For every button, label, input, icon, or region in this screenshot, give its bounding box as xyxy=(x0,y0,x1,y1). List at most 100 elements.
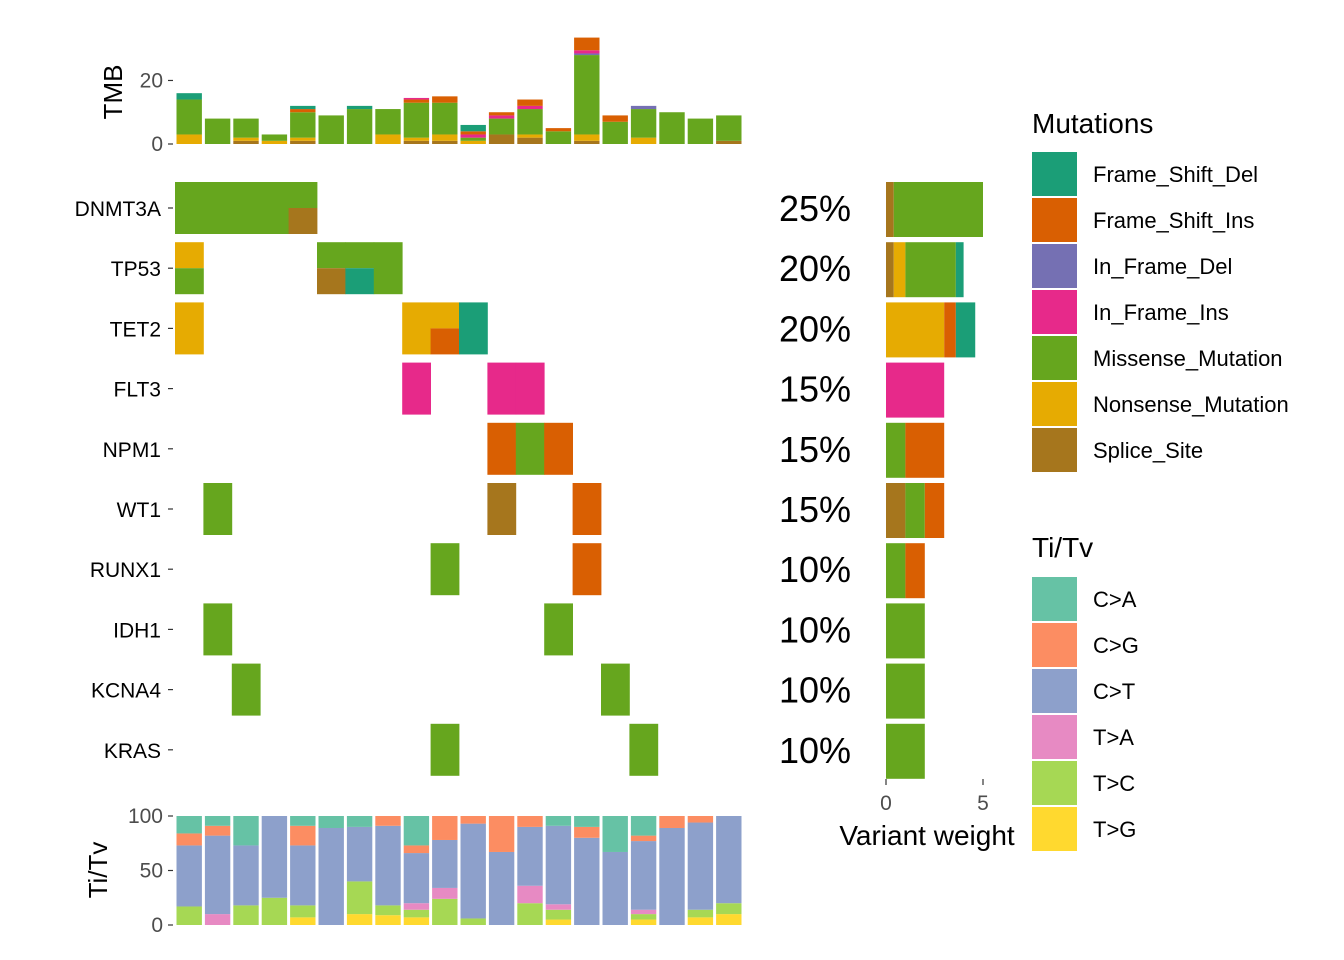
titv-bar-segment xyxy=(716,903,742,915)
tmb-bar-segment xyxy=(176,93,202,100)
mutation-cell-tet2 xyxy=(402,302,431,355)
tmb-bar-segment xyxy=(204,118,231,144)
oncoplot-grid: DNMT3A TP53 TET2 FLT3 NPM1 WT1 RUNX1 IDH1 KCNA4 K… xyxy=(75,182,659,776)
tmb-bar-segment xyxy=(687,118,714,144)
titv-legend-label-t-to-a: T>A xyxy=(1093,725,1134,750)
gene-percent-idh1: 10% xyxy=(779,609,851,650)
titv-bar-segment xyxy=(346,881,373,915)
titv-bar-segment xyxy=(403,903,430,910)
mutations-legend-title: Mutations xyxy=(1032,108,1153,139)
titv-bar-segment xyxy=(176,906,202,925)
titv-bar-segment xyxy=(517,885,543,904)
titv-bar-segment xyxy=(290,905,316,918)
mutations-legend-label-splice-site: Splice_Site xyxy=(1093,438,1203,463)
titv-bar-segment xyxy=(602,816,628,852)
titv-bar-segment xyxy=(574,826,600,838)
mutation-cell-tet2 xyxy=(430,302,460,329)
titv-bar-segment xyxy=(687,822,714,910)
titv-legend-swatch-t-to-a xyxy=(1032,715,1077,759)
titv-tick-label: 50 xyxy=(140,860,163,883)
titv-bar-segment xyxy=(346,826,373,882)
tmb-bar-segment xyxy=(403,137,430,141)
titv-bar-segment xyxy=(630,909,657,915)
titv-bar-segment xyxy=(375,915,401,925)
titv-bar-segment xyxy=(574,816,600,827)
variant-weight-panel: 0 5 Variant weight xyxy=(839,182,1015,851)
mutations-legend: Mutations Frame_Shift_Del Frame_Shift_Ins I… xyxy=(1032,108,1289,472)
titv-bar-segment xyxy=(233,816,259,846)
gene-percent-labels: 25% 20% 20% 15% 15% 15% 10% 10% 10% 10% xyxy=(779,188,851,771)
variant-weight-axis-title: Variant weight xyxy=(839,820,1015,851)
gene-label-runx1: RUNX1 xyxy=(90,559,161,582)
titv-bar-segment xyxy=(432,898,458,925)
variant-weight-segment-dnmt3a xyxy=(893,182,983,237)
tmb-bar-segment xyxy=(403,102,430,138)
tmb-bar-segment xyxy=(517,99,543,106)
tmb-bar-segment xyxy=(630,105,657,110)
gene-percent-kcna4: 10% xyxy=(779,670,851,711)
tmb-bar-segment xyxy=(488,115,515,119)
titv-legend-label-t-to-c: T>C xyxy=(1093,771,1135,796)
mutation-cell-tp53 xyxy=(317,268,346,295)
mutation-cell-tet2 xyxy=(430,328,460,355)
tmb-bar-segment xyxy=(290,112,316,138)
gene-percent-flt3: 15% xyxy=(779,369,851,410)
tmb-bar-segment xyxy=(460,124,486,132)
titv-bar-segment xyxy=(403,853,430,904)
gene-label-tp53: TP53 xyxy=(111,258,161,281)
mutation-cell-runx1 xyxy=(430,543,460,596)
titv-bar-segment xyxy=(716,816,742,904)
titv-bar-segment xyxy=(517,903,543,925)
titv-bar-segment xyxy=(630,835,657,842)
tmb-bar-segment xyxy=(233,118,259,138)
variant-weight-segment-idh1 xyxy=(886,603,925,659)
titv-bar-segment xyxy=(687,909,714,918)
gene-label-kras: KRAS xyxy=(104,740,161,763)
mutation-cell-tp53 xyxy=(345,242,375,269)
titv-bar-segment xyxy=(659,816,685,828)
variant-weight-tick-label: 5 xyxy=(977,792,989,815)
tmb-bar-segment xyxy=(346,109,373,144)
titv-bar-segment xyxy=(432,839,458,888)
mutation-cell-wt1 xyxy=(572,483,602,535)
gene-percent-wt1: 15% xyxy=(779,489,851,530)
variant-weight-segment-kras xyxy=(886,723,925,779)
titv-bar-segment xyxy=(630,816,657,836)
variant-weight-segment-npm1 xyxy=(886,422,906,478)
mutation-cell-flt3 xyxy=(515,362,545,415)
tmb-bar-segment xyxy=(432,134,458,141)
titv-legend-swatch-c-to-a xyxy=(1032,577,1077,621)
titv-bar-segment xyxy=(403,917,430,925)
gene-percent-runx1: 10% xyxy=(779,549,851,590)
titv-bar-segment xyxy=(460,823,486,919)
tmb-bar-segment xyxy=(488,112,515,116)
tmb-bar-segment xyxy=(346,105,373,110)
tmb-bar-segment xyxy=(233,140,259,144)
tmb-bar-segment xyxy=(290,140,316,144)
variant-weight-segment-tp53 xyxy=(905,242,956,298)
mutations-legend-swatch-missense-mutation xyxy=(1032,336,1077,380)
titv-bar-segment xyxy=(545,909,572,920)
titv-bar-segment xyxy=(233,845,259,906)
tmb-bar-segment xyxy=(403,140,430,144)
variant-weight-segment-runx1 xyxy=(905,543,925,599)
titv-bar-segment xyxy=(545,919,572,925)
mutation-cell-kras xyxy=(430,723,460,776)
mutation-cell-dnmt3a xyxy=(288,208,318,234)
mutation-cell-npm1 xyxy=(487,422,517,475)
titv-bar-segment xyxy=(432,887,458,899)
mutation-cell-tp53 xyxy=(345,268,375,295)
titv-bar-segment xyxy=(460,918,486,925)
tmb-tick-label: 0 xyxy=(151,133,163,156)
titv-bar-segment xyxy=(403,909,430,918)
variant-weight-segment-tp53 xyxy=(886,242,894,298)
mutation-cell-tp53 xyxy=(373,242,403,295)
titv-bar-segment xyxy=(290,825,316,846)
tmb-bar-segment xyxy=(545,128,572,132)
mutations-legend-label-nonsense-mutation: Nonsense_Mutation xyxy=(1093,392,1289,417)
titv-bar-segment xyxy=(432,816,458,840)
gene-label-dnmt3a: DNMT3A xyxy=(75,198,161,221)
tmb-bar-segment xyxy=(574,50,600,54)
tmb-bar-segment xyxy=(233,137,259,141)
tmb-axis-title: TMB xyxy=(98,65,128,120)
